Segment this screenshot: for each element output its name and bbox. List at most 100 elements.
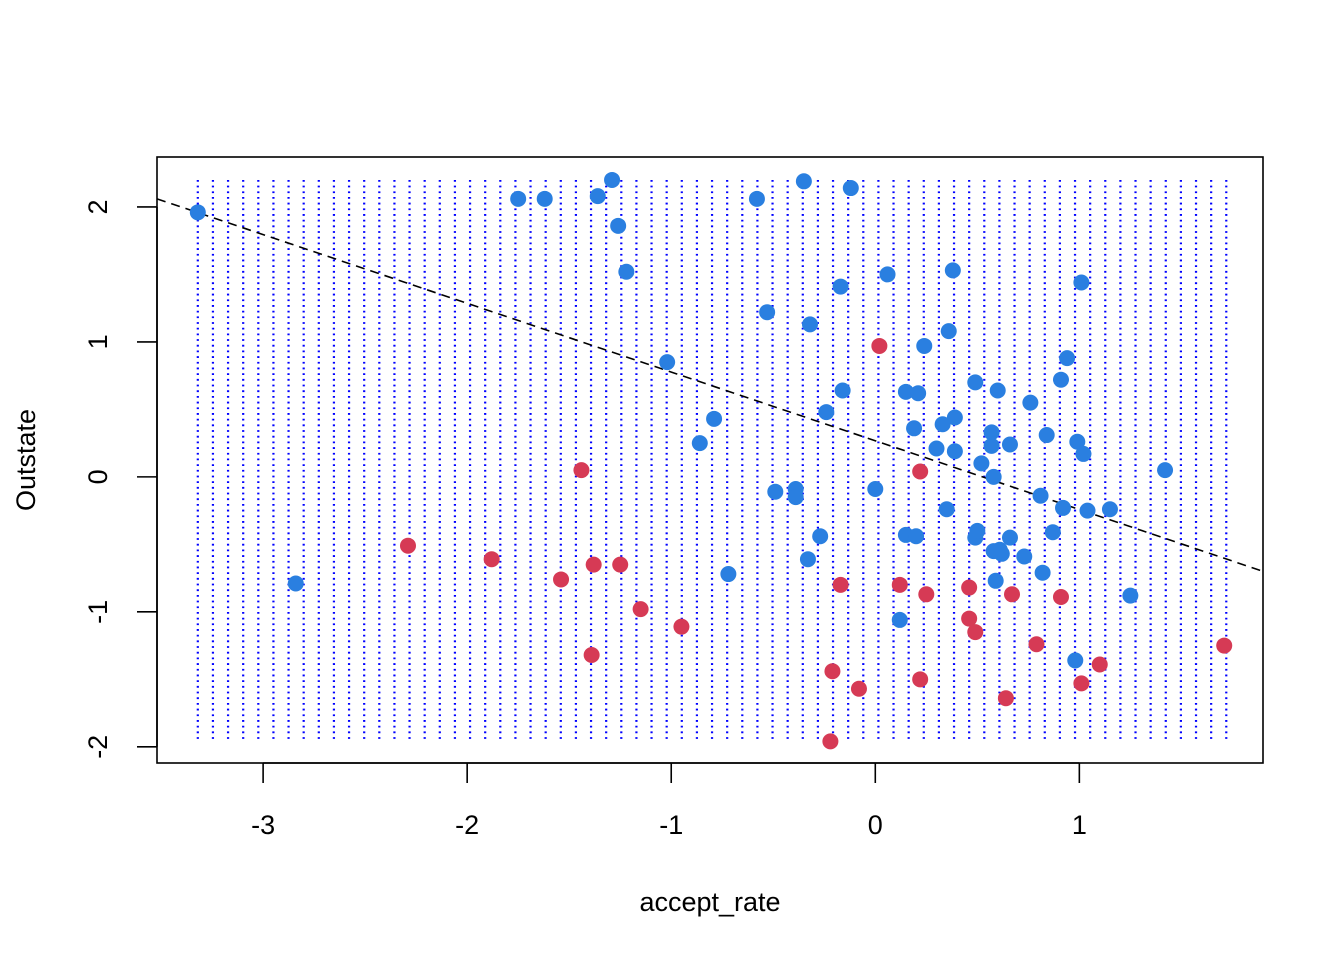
data-point [1022, 394, 1039, 411]
data-point [1073, 675, 1090, 692]
data-point [612, 556, 629, 573]
data-point [832, 278, 849, 295]
data-point [1101, 501, 1118, 518]
data-point [399, 537, 416, 554]
data-point [748, 190, 765, 207]
data-point [510, 190, 527, 207]
data-point [585, 556, 602, 573]
data-point [997, 690, 1014, 707]
data-point [906, 420, 923, 437]
x-tick-label: -1 [659, 810, 683, 840]
data-point [912, 671, 929, 688]
data-point [910, 385, 927, 402]
data-point [1079, 502, 1096, 519]
data-point [1055, 499, 1072, 516]
data-point [824, 663, 841, 680]
data-point [973, 455, 990, 472]
data-point [961, 579, 978, 596]
data-point [908, 528, 925, 545]
data-point [940, 323, 957, 340]
data-point [287, 575, 304, 592]
data-point [632, 601, 649, 618]
data-point [189, 204, 206, 221]
y-tick-label: -2 [83, 735, 113, 759]
data-point [983, 424, 1000, 441]
data-point [610, 217, 627, 234]
x-tick-label: -2 [455, 810, 479, 840]
data-point [834, 382, 851, 399]
data-point [1067, 652, 1084, 669]
data-point [706, 410, 723, 427]
data-point [1034, 564, 1051, 581]
y-axis-label: Outstate [11, 409, 41, 511]
data-point [767, 483, 784, 500]
data-point [989, 382, 1006, 399]
x-tick-label: 1 [1072, 810, 1087, 840]
data-point [673, 618, 690, 635]
data-point [1069, 433, 1086, 450]
data-point [944, 262, 961, 279]
data-point [759, 304, 776, 321]
data-point [553, 571, 570, 588]
data-point [993, 545, 1010, 562]
data-point [891, 611, 908, 628]
y-tick-label: 2 [83, 199, 113, 214]
data-point [938, 501, 955, 518]
data-point [871, 337, 888, 354]
data-point [795, 173, 812, 190]
data-point [483, 551, 500, 568]
data-point [1157, 462, 1174, 479]
data-point [787, 489, 804, 506]
data-point [918, 586, 935, 603]
data-point [967, 624, 984, 641]
data-point [1052, 588, 1069, 605]
data-point [928, 440, 945, 457]
data-point [1075, 445, 1092, 462]
x-tick-label: 0 [868, 810, 883, 840]
data-point [967, 374, 984, 391]
x-axis: -3 -2 -1 0 1 [251, 762, 1087, 840]
data-point [720, 566, 737, 583]
data-point [1091, 656, 1108, 673]
x-tick-label: -3 [251, 810, 275, 840]
data-point [1001, 436, 1018, 453]
data-point [1004, 586, 1021, 603]
data-point [801, 316, 818, 333]
data-point [946, 409, 963, 426]
data-point [589, 188, 606, 205]
y-tick-label: 0 [83, 469, 113, 484]
data-point [822, 733, 839, 750]
data-point [1044, 524, 1061, 541]
data-point [842, 180, 859, 197]
data-point [1016, 548, 1033, 565]
data-point [1001, 529, 1018, 546]
data-point [985, 468, 1002, 485]
data-point [1059, 350, 1076, 367]
data-point [573, 462, 590, 479]
data-point [934, 416, 951, 433]
data-point [983, 437, 1000, 454]
data-point [850, 680, 867, 697]
data-point [867, 481, 884, 498]
data-point [583, 647, 600, 664]
data-point [812, 528, 829, 545]
data-point [1216, 637, 1233, 654]
y-tick-label: -1 [83, 600, 113, 624]
data-point [818, 404, 835, 421]
data-point [987, 572, 1004, 589]
data-point [1052, 371, 1069, 388]
data-point [659, 354, 676, 371]
data-point [891, 576, 908, 593]
data-points [189, 171, 1233, 750]
data-point [1028, 636, 1045, 653]
data-point [1038, 427, 1055, 444]
data-point [604, 171, 621, 188]
y-axis: -2 -1 0 1 2 [83, 199, 158, 759]
data-point [799, 551, 816, 568]
x-axis-label: accept_rate [639, 887, 780, 917]
data-point [897, 383, 914, 400]
data-point [618, 263, 635, 280]
data-point [969, 522, 986, 539]
